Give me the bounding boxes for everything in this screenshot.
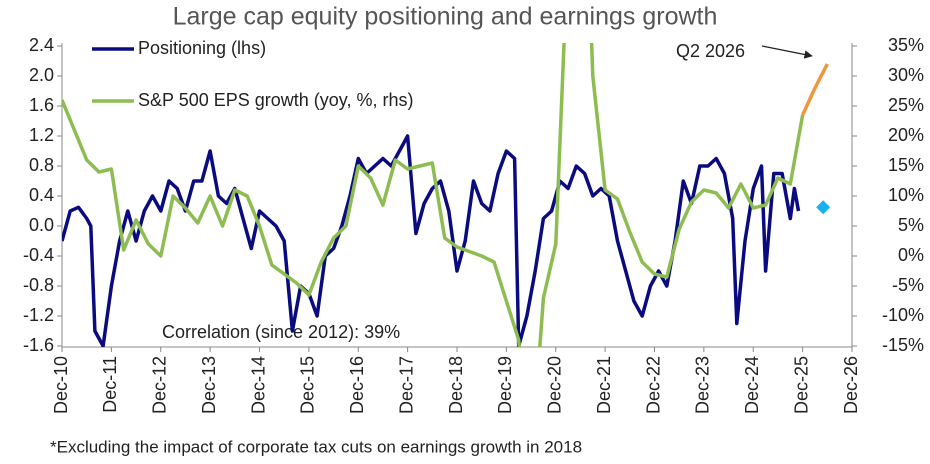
y-tick-label: 2.4 (29, 35, 54, 55)
x-tick-label: Dec-19 (495, 356, 515, 414)
x-tick-label: Dec-11 (100, 356, 120, 413)
y-tick-label: 1.6 (29, 95, 54, 115)
x-tick-label: Dec-22 (643, 356, 663, 414)
y-tick-label: -1.2 (23, 305, 54, 325)
x-tick-label: Dec-21 (594, 356, 614, 414)
marker-point (816, 200, 831, 215)
y2-tick-label: 30% (888, 65, 924, 85)
y2-tick-label: -15% (882, 335, 924, 355)
series-line (62, 134, 801, 347)
x-tick-label: Dec-24 (742, 356, 762, 414)
y-tick-label: 1.2 (29, 125, 54, 145)
legend-label: S&P 500 EPS growth (yoy, %, rhs) (138, 90, 413, 110)
x-tick-label: Dec-23 (693, 356, 713, 414)
annotation-arrow (761, 45, 813, 59)
x-tick-label: Dec-26 (841, 356, 861, 414)
y2-tick-label: 25% (888, 95, 924, 115)
y2-tick-label: -5% (892, 275, 924, 295)
x-tick-label: Dec-17 (396, 356, 416, 414)
annotation: Q2 2026 (676, 41, 745, 61)
y2-tick-label: 5% (898, 215, 924, 235)
y-tick-label: 0.0 (29, 215, 54, 235)
x-tick-label: Dec-14 (248, 356, 268, 414)
y2-tick-label: -10% (882, 305, 924, 325)
footnote: *Excluding the impact of corporate tax c… (50, 437, 582, 456)
y2-tick-label: 10% (888, 185, 924, 205)
y-tick-label: 2.0 (29, 65, 54, 85)
series-line (801, 63, 829, 116)
x-tick-label: Dec-16 (347, 356, 367, 414)
x-tick-label: Dec-12 (150, 356, 170, 414)
y2-tick-label: 35% (888, 35, 924, 55)
x-tick-label: Dec-10 (51, 356, 71, 414)
x-tick-label: Dec-20 (545, 356, 565, 414)
plot-area (62, 43, 829, 347)
x-tick-label: Dec-18 (446, 356, 466, 414)
y-tick-label: 0.8 (29, 155, 54, 175)
series-line (62, 43, 805, 347)
y2-tick-label: 20% (888, 125, 924, 145)
y-tick-label: -0.4 (23, 245, 54, 265)
y2-tick-label: 15% (888, 155, 924, 175)
x-tick-label: Dec-13 (199, 356, 219, 414)
annotation: Correlation (since 2012): 39% (162, 322, 400, 342)
legend-label: Positioning (lhs) (138, 38, 266, 58)
x-tick-label: Dec-15 (298, 356, 318, 414)
y-tick-label: 0.4 (29, 185, 54, 205)
y-tick-label: -1.6 (23, 335, 54, 355)
y2-tick-label: 0% (898, 245, 924, 265)
y-tick-label: -0.8 (23, 275, 54, 295)
x-tick-label: Dec-25 (791, 356, 811, 414)
chart-title: Large cap equity positioning and earning… (173, 3, 718, 31)
